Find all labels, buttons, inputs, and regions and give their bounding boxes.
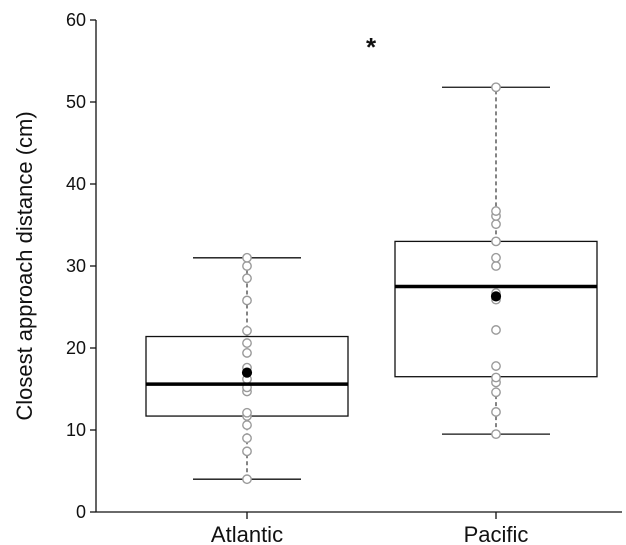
y-tick-label: 10 [66, 420, 86, 440]
y-tick-label: 0 [76, 502, 86, 522]
data-point [491, 206, 501, 216]
data-point [242, 348, 252, 358]
data-point [242, 295, 252, 306]
data-point [242, 474, 252, 485]
data-point [242, 433, 252, 444]
data-point [491, 407, 501, 417]
data-point [491, 325, 501, 335]
data-point [242, 407, 252, 418]
y-axis-title: Closest approach distance (cm) [12, 111, 37, 420]
data-point [242, 325, 252, 336]
data-point [242, 446, 252, 457]
data-point [242, 420, 252, 430]
boxes-layer [145, 82, 598, 485]
y-tick-label: 50 [66, 92, 86, 112]
y-tick-label: 30 [66, 256, 86, 276]
significance-marker: * [366, 32, 377, 62]
data-point [491, 219, 501, 230]
axes: 0 10 20 30 40 50 60 Atlantic Pacific [66, 10, 622, 545]
x-tick-label: Atlantic [211, 522, 283, 545]
data-point [491, 261, 501, 271]
data-point [491, 252, 501, 263]
data-point [491, 236, 501, 247]
mean-marker [241, 367, 253, 378]
box-pacific [394, 82, 598, 439]
data-point [491, 429, 501, 439]
data-point [491, 361, 501, 371]
data-point [491, 387, 501, 398]
x-tick-label: Pacific [464, 522, 529, 545]
data-point [242, 273, 252, 284]
y-tick-label: 60 [66, 10, 86, 30]
data-point [242, 261, 252, 271]
box-atlantic [145, 252, 349, 485]
y-tick-label: 20 [66, 338, 86, 358]
y-tick-label: 40 [66, 174, 86, 194]
data-point [242, 338, 252, 348]
data-point [491, 82, 501, 93]
data-point [242, 252, 252, 263]
data-point [491, 372, 501, 383]
mean-marker [490, 291, 502, 302]
